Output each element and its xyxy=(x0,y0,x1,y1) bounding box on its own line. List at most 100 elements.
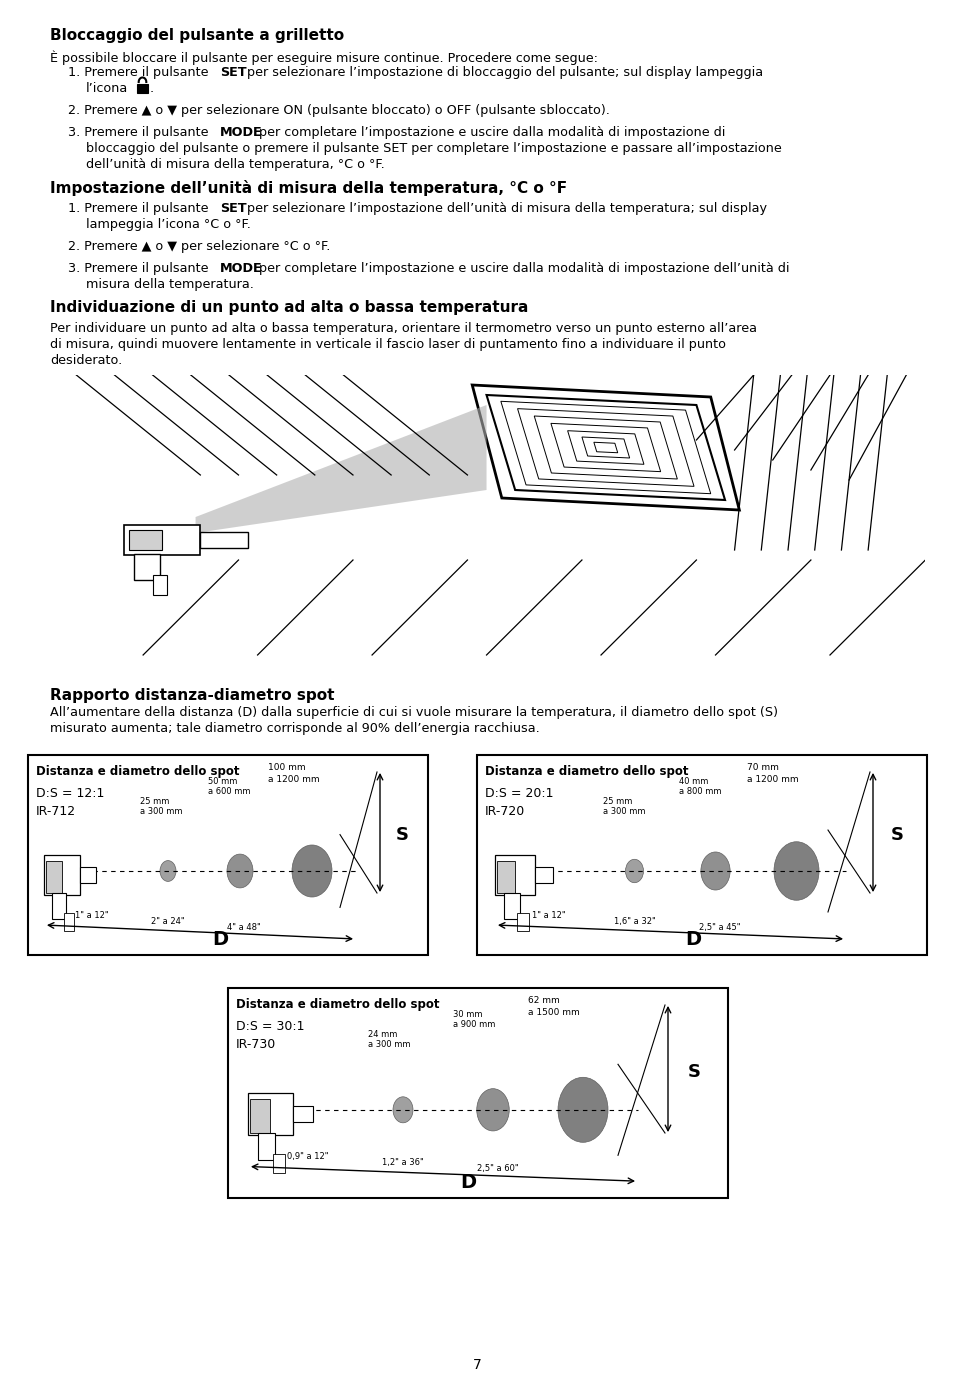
Text: MODE: MODE xyxy=(220,126,262,140)
Text: per selezionare l’impostazione di bloccaggio del pulsante; sul display lampeggia: per selezionare l’impostazione di blocca… xyxy=(243,66,762,79)
Text: 62 mm: 62 mm xyxy=(527,996,559,1005)
Text: IR-730: IR-730 xyxy=(235,1038,276,1050)
Bar xyxy=(228,988,727,1198)
Bar xyxy=(28,755,428,955)
Text: desiderato.: desiderato. xyxy=(50,354,122,368)
Ellipse shape xyxy=(393,1097,413,1122)
Text: È possibile bloccare il pulsante per eseguire misure continue. Procedere come se: È possibile bloccare il pulsante per ese… xyxy=(50,50,598,65)
Text: 1,2" a 36": 1,2" a 36" xyxy=(382,1158,423,1168)
Text: S: S xyxy=(687,1063,700,1081)
Text: 2" a 24": 2" a 24" xyxy=(151,918,185,926)
Text: a 300 mm: a 300 mm xyxy=(140,807,182,815)
Ellipse shape xyxy=(558,1078,607,1143)
Bar xyxy=(273,1154,285,1173)
Text: a 600 mm: a 600 mm xyxy=(208,786,251,796)
Ellipse shape xyxy=(292,844,332,897)
Text: 25 mm: 25 mm xyxy=(602,797,632,806)
Text: Distanza e diametro dello spot: Distanza e diametro dello spot xyxy=(36,766,239,778)
Text: 100 mm: 100 mm xyxy=(268,763,305,773)
Text: misura della temperatura.: misura della temperatura. xyxy=(86,278,253,292)
Text: Individuazione di un punto ad alta o bassa temperatura: Individuazione di un punto ad alta o bas… xyxy=(50,300,528,315)
Bar xyxy=(200,532,248,549)
Text: 2,5" a 45": 2,5" a 45" xyxy=(699,923,740,931)
Text: Rapporto distanza-diametro spot: Rapporto distanza-diametro spot xyxy=(50,688,335,703)
Text: D: D xyxy=(459,1173,476,1191)
Ellipse shape xyxy=(227,854,253,887)
Bar xyxy=(476,755,926,955)
Bar xyxy=(44,855,80,896)
Bar xyxy=(517,914,528,931)
Text: 0,9" a 12": 0,9" a 12" xyxy=(287,1151,329,1161)
Text: 24 mm: 24 mm xyxy=(368,1030,397,1039)
Text: bloccaggio del pulsante o premere il pulsante SET per completare l’impostazione : bloccaggio del pulsante o premere il pul… xyxy=(86,142,781,155)
Bar xyxy=(152,575,167,596)
Text: l’icona: l’icona xyxy=(86,82,128,95)
Text: 50 mm: 50 mm xyxy=(208,777,237,786)
Text: Impostazione dell’unità di misura della temperatura, °C o °F: Impostazione dell’unità di misura della … xyxy=(50,180,566,196)
Text: Distanza e diametro dello spot: Distanza e diametro dello spot xyxy=(235,998,439,1012)
Bar xyxy=(293,1106,313,1122)
Text: 2. Premere ▲ o ▼ per selezionare °C o °F.: 2. Premere ▲ o ▼ per selezionare °C o °F… xyxy=(68,240,330,253)
Text: 1" a 12": 1" a 12" xyxy=(532,911,565,920)
Text: 40 mm: 40 mm xyxy=(679,777,708,786)
Text: 25 mm: 25 mm xyxy=(140,797,170,806)
Text: misurato aumenta; tale diametro corrisponde al 90% dell’energia racchiusa.: misurato aumenta; tale diametro corrispo… xyxy=(50,721,539,735)
Bar xyxy=(137,84,148,93)
Bar xyxy=(503,893,519,919)
Bar xyxy=(64,914,74,931)
Ellipse shape xyxy=(625,860,643,883)
Bar xyxy=(495,855,535,896)
Ellipse shape xyxy=(773,842,818,900)
Text: 1" a 12": 1" a 12" xyxy=(75,911,109,920)
Text: 3. Premere il pulsante: 3. Premere il pulsante xyxy=(68,263,213,275)
Text: 1. Premere il pulsante: 1. Premere il pulsante xyxy=(68,202,213,216)
Bar xyxy=(80,867,96,883)
Ellipse shape xyxy=(160,861,175,882)
Text: 1. Premere il pulsante: 1. Premere il pulsante xyxy=(68,66,213,79)
Text: D:S = 30:1: D:S = 30:1 xyxy=(235,1020,304,1032)
Text: .: . xyxy=(150,82,154,95)
Text: D:S = 12:1: D:S = 12:1 xyxy=(36,786,104,800)
Text: a 1500 mm: a 1500 mm xyxy=(527,1007,579,1017)
Text: SET: SET xyxy=(220,66,247,79)
Text: Bloccaggio del pulsante a grilletto: Bloccaggio del pulsante a grilletto xyxy=(50,28,344,43)
Text: a 900 mm: a 900 mm xyxy=(453,1020,495,1030)
Bar xyxy=(129,531,162,550)
Text: a 800 mm: a 800 mm xyxy=(679,786,721,796)
Text: 4" a 48": 4" a 48" xyxy=(227,923,260,931)
Text: 70 mm: 70 mm xyxy=(746,763,778,773)
Text: Distanza e diametro dello spot: Distanza e diametro dello spot xyxy=(484,766,688,778)
Bar xyxy=(124,525,200,556)
Text: All’aumentare della distanza (D) dalla superficie di cui si vuole misurare la te: All’aumentare della distanza (D) dalla s… xyxy=(50,706,778,719)
Ellipse shape xyxy=(700,851,729,890)
Text: a 1200 mm: a 1200 mm xyxy=(268,775,319,784)
Text: D: D xyxy=(684,930,700,949)
Text: Per individuare un punto ad alta o bassa temperatura, orientare il termometro ve: Per individuare un punto ad alta o bassa… xyxy=(50,322,757,334)
Text: di misura, quindi muovere lentamente in verticale il fascio laser di puntamento : di misura, quindi muovere lentamente in … xyxy=(50,339,725,351)
Text: dell’unità di misura della temperatura, °C o °F.: dell’unità di misura della temperatura, … xyxy=(86,158,384,171)
Text: IR-712: IR-712 xyxy=(36,804,76,818)
Bar xyxy=(257,1133,275,1161)
Ellipse shape xyxy=(476,1089,509,1130)
Text: 2,5" a 60": 2,5" a 60" xyxy=(476,1165,518,1173)
Text: a 1200 mm: a 1200 mm xyxy=(746,775,798,784)
Text: 30 mm: 30 mm xyxy=(453,1010,482,1019)
Text: per completare l’impostazione e uscire dalla modalità di impostazione di: per completare l’impostazione e uscire d… xyxy=(254,126,724,140)
Text: 2. Premere ▲ o ▼ per selezionare ON (pulsante bloccato) o OFF (pulsante sbloccat: 2. Premere ▲ o ▼ per selezionare ON (pul… xyxy=(68,104,609,117)
Text: a 300 mm: a 300 mm xyxy=(368,1041,410,1049)
Text: lampeggia l’icona °C o °F.: lampeggia l’icona °C o °F. xyxy=(86,218,251,231)
Bar xyxy=(535,867,553,883)
Bar xyxy=(52,893,66,919)
Text: 7: 7 xyxy=(472,1359,481,1372)
Text: per completare l’impostazione e uscire dalla modalità di impostazione dell’unità: per completare l’impostazione e uscire d… xyxy=(254,263,789,275)
Bar xyxy=(497,861,515,893)
Text: S: S xyxy=(890,826,903,844)
Text: D:S = 20:1: D:S = 20:1 xyxy=(484,786,553,800)
Text: 3. Premere il pulsante: 3. Premere il pulsante xyxy=(68,126,213,140)
Bar xyxy=(46,861,62,893)
Text: a 300 mm: a 300 mm xyxy=(602,807,645,815)
Text: D: D xyxy=(212,930,228,949)
Text: 1,6" a 32": 1,6" a 32" xyxy=(613,918,655,926)
Bar xyxy=(248,1093,293,1135)
Text: SET: SET xyxy=(220,202,247,216)
